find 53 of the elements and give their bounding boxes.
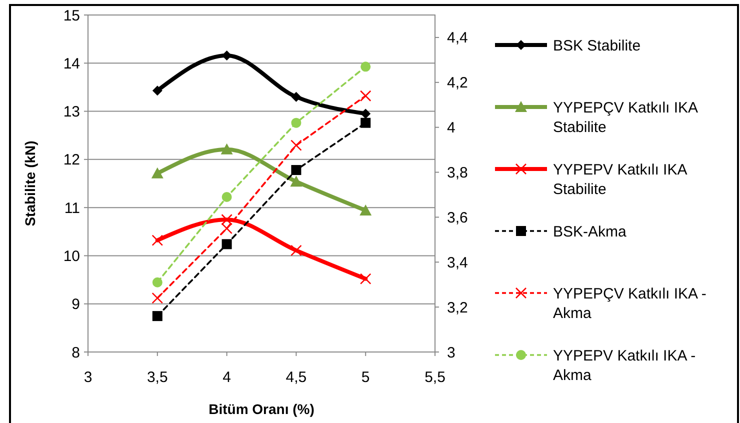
y-tick-label: 12 [63, 152, 80, 169]
point [291, 92, 302, 102]
point [291, 118, 302, 128]
legend-label: BSK Stabilite [553, 37, 641, 54]
point [222, 239, 232, 250]
y-tick-label: 14 [63, 55, 80, 72]
x-tick-label: 3 [84, 369, 92, 386]
y2-tick-label: 3,4 [447, 254, 468, 272]
y2-tick-label: 4,2 [447, 74, 468, 92]
y-tick-label: 15 [63, 7, 80, 24]
point [291, 165, 302, 176]
point [360, 204, 372, 216]
y-tick-label: 11 [64, 200, 80, 217]
x-axis-title: Bitüm Oranı (%) [208, 401, 314, 417]
point [151, 167, 164, 178]
y2-tick-label: 3,8 [447, 164, 468, 182]
point [290, 176, 302, 187]
point [360, 118, 371, 128]
y-tick-label: 13 [63, 104, 80, 121]
x-tick-label: 3,5 [146, 369, 168, 386]
point [152, 292, 164, 304]
legend-label: YYPEPV Katkılı IKA - Akma [553, 347, 696, 384]
y2-tick-label: 4 [447, 120, 456, 137]
y-tick-label: 10 [63, 248, 80, 265]
point [222, 192, 232, 202]
point [360, 90, 372, 102]
point [221, 222, 232, 234]
legend-label: YYPEPÇV Katkılı IKA - Akma [553, 285, 706, 322]
point [360, 273, 372, 284]
point [360, 62, 371, 72]
point [290, 244, 302, 256]
legend-label: YYPEPÇV Katkılı IKA Stabilite [553, 99, 698, 136]
y2-tick-label: 4,4 [447, 30, 468, 47]
point [152, 277, 162, 288]
x-tick-label: 5 [361, 369, 370, 386]
point [221, 214, 232, 226]
x-tick-label: 4 [222, 369, 231, 386]
legend-label: BSK-Akma [553, 223, 628, 240]
point [152, 234, 164, 246]
y-tick-label: 9 [72, 296, 80, 314]
y-tick-label: 8 [72, 344, 80, 362]
point [360, 108, 371, 119]
point [290, 140, 302, 151]
y2-tick-label: 3 [447, 344, 456, 362]
x-tick-label: 5,5 [424, 369, 446, 386]
y-axis-title: Stabilite (kN) [22, 140, 38, 226]
point [220, 143, 233, 154]
y2-tick-label: 3,6 [447, 209, 468, 226]
point [152, 86, 162, 96]
legend-label: YYPEPV Katkılı IKA Stabilite [553, 161, 688, 198]
y2-tick-label: 3,2 [447, 299, 468, 316]
point [152, 311, 162, 322]
x-tick-label: 4,5 [286, 369, 307, 386]
